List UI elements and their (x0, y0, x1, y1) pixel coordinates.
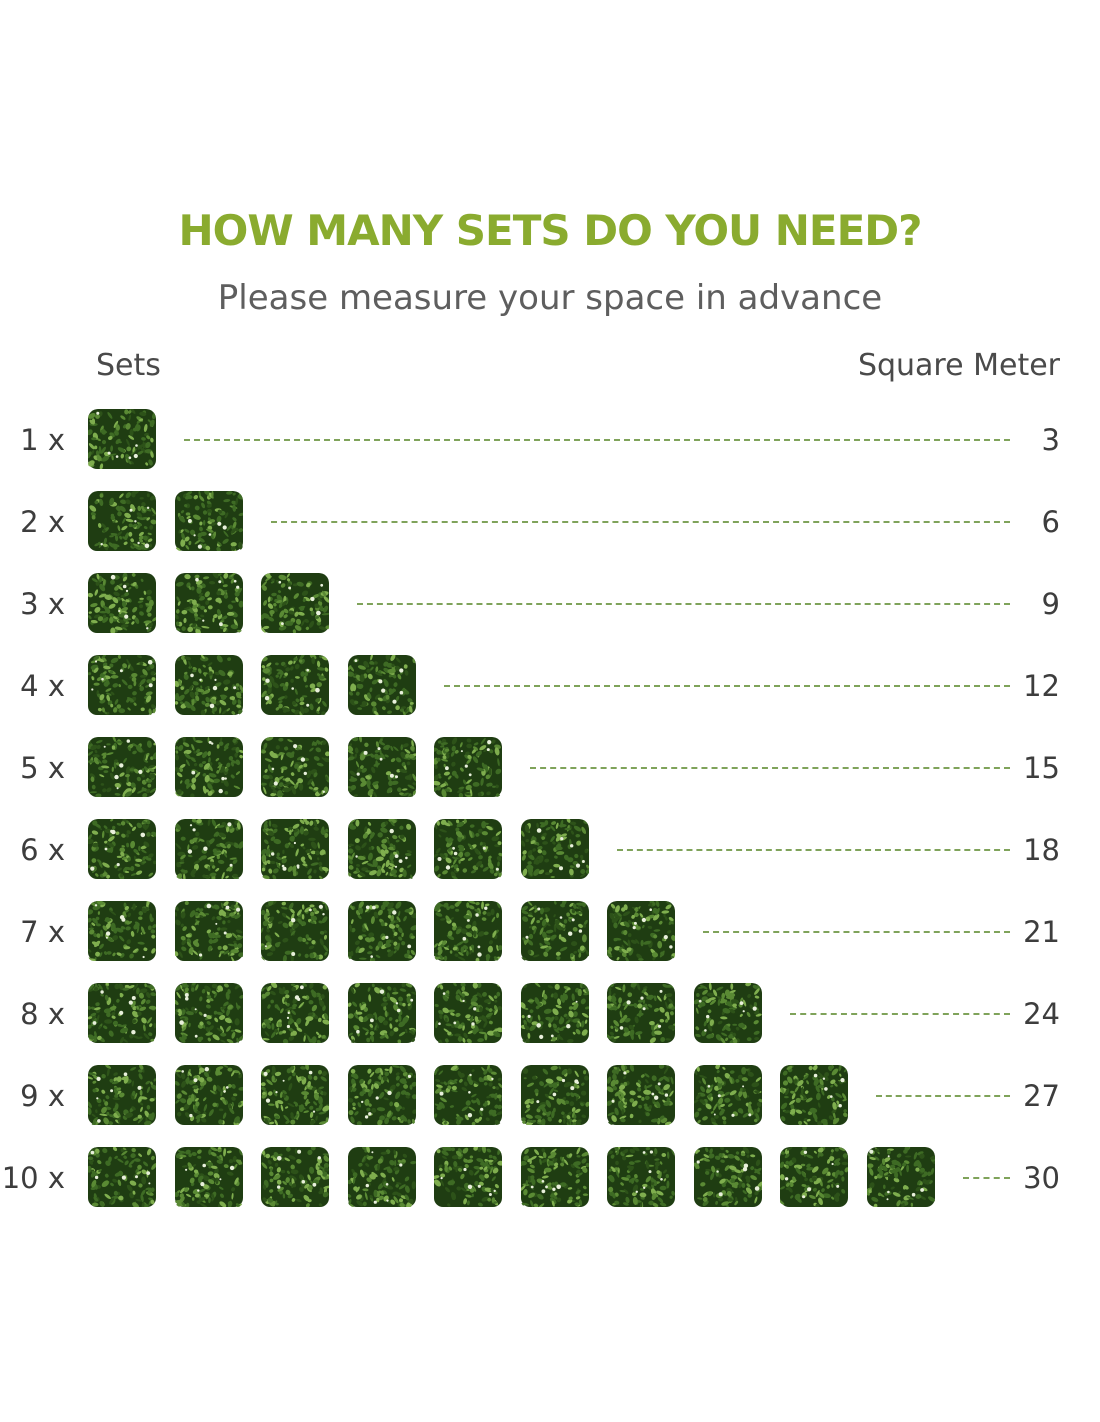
sets-column-header: Sets (96, 348, 161, 383)
square-meter-value: 24 (1023, 997, 1060, 1031)
dashed-guide-line (443, 685, 1010, 687)
dashed-guide-line (962, 1177, 1010, 1179)
sets-row: 5 x 15 (0, 737, 1100, 799)
boxwood-hedge-panel-icon (607, 901, 675, 961)
boxwood-hedge-panel-icon (88, 737, 156, 797)
sets-row: 7 x 21 (0, 901, 1100, 963)
boxwood-hedge-panel-icon (88, 655, 156, 715)
boxwood-hedge-panel-icon (434, 1065, 502, 1125)
boxwood-hedge-panel-icon (607, 1147, 675, 1207)
boxwood-hedge-panel-icon (174, 491, 243, 551)
boxwood-hedge-panel-icon (607, 983, 675, 1043)
sets-row: 8 x 24 (0, 983, 1100, 1045)
boxwood-hedge-panel-icon (693, 1065, 762, 1125)
boxwood-hedge-panel-icon (88, 1065, 156, 1125)
dashed-guide-line (876, 1095, 1010, 1097)
boxwood-hedge-panel-icon (434, 901, 502, 961)
sets-count-label: 7 x (20, 915, 65, 949)
boxwood-hedge-panel-icon (434, 1147, 502, 1207)
square-meter-value: 9 (1041, 587, 1060, 621)
dashed-guide-line (184, 439, 1010, 441)
boxwood-hedge-panel-icon (693, 1147, 762, 1207)
sets-count-label: 9 x (20, 1079, 65, 1113)
sets-row: 4 x 12 (0, 655, 1100, 717)
sets-count-label: 6 x (20, 833, 65, 867)
boxwood-hedge-panel-icon (88, 983, 156, 1043)
sets-count-label: 5 x (20, 751, 65, 785)
boxwood-hedge-panel-icon (693, 983, 762, 1043)
dashed-guide-line (703, 931, 1010, 933)
boxwood-hedge-panel-icon (261, 983, 329, 1043)
sets-row: 1 x 3 (0, 409, 1100, 471)
dashed-guide-line (357, 603, 1010, 605)
square-meter-value: 3 (1041, 423, 1060, 457)
boxwood-hedge-panel-icon (261, 655, 329, 715)
boxwood-hedge-panel-icon (434, 737, 502, 797)
square-meter-value: 12 (1023, 669, 1060, 703)
sets-count-label: 2 x (20, 505, 65, 539)
boxwood-hedge-panel-icon (520, 1065, 589, 1125)
sets-row: 10 x 30 (0, 1147, 1100, 1209)
dashed-guide-line (270, 521, 1010, 523)
boxwood-hedge-panel-icon (434, 983, 502, 1043)
boxwood-hedge-panel-icon (520, 983, 589, 1043)
boxwood-hedge-panel-icon (347, 1065, 416, 1125)
square-meter-column-header: Square Meter (857, 348, 1060, 383)
boxwood-hedge-panel-icon (88, 491, 156, 551)
boxwood-hedge-panel-icon (174, 901, 243, 961)
boxwood-hedge-panel-icon (88, 901, 156, 961)
sets-row: 2 x 6 (0, 491, 1100, 553)
boxwood-hedge-panel-icon (347, 901, 416, 961)
square-meter-value: 30 (1023, 1161, 1060, 1195)
boxwood-hedge-panel-icon (88, 409, 156, 469)
boxwood-hedge-panel-icon (261, 1147, 329, 1207)
boxwood-hedge-panel-icon (174, 737, 243, 797)
dashed-guide-line (789, 1013, 1010, 1015)
dashed-guide-line (616, 849, 1010, 851)
boxwood-hedge-panel-icon (347, 737, 416, 797)
dashed-guide-line (530, 767, 1010, 769)
boxwood-hedge-panel-icon (347, 1147, 416, 1207)
sets-count-label: 4 x (20, 669, 65, 703)
boxwood-hedge-panel-icon (520, 1147, 589, 1207)
boxwood-hedge-panel-icon (261, 901, 329, 961)
square-meter-value: 18 (1023, 833, 1060, 867)
boxwood-hedge-panel-icon (347, 983, 416, 1043)
boxwood-hedge-panel-icon (174, 573, 243, 633)
page-subtitle: Please measure your space in advance (217, 278, 883, 318)
boxwood-hedge-panel-icon (866, 1147, 935, 1207)
sets-count-label: 1 x (20, 423, 65, 457)
square-meter-value: 21 (1023, 915, 1060, 949)
boxwood-hedge-panel-icon (261, 737, 329, 797)
page-title: HOW MANY SETS DO YOU NEED? (178, 206, 922, 255)
boxwood-hedge-panel-icon (174, 655, 243, 715)
boxwood-hedge-panel-icon (520, 901, 589, 961)
boxwood-hedge-panel-icon (780, 1147, 848, 1207)
boxwood-hedge-panel-icon (261, 1065, 329, 1125)
boxwood-hedge-panel-icon (607, 1065, 675, 1125)
sets-row: 6 x 18 (0, 819, 1100, 881)
boxwood-hedge-panel-icon (174, 1147, 243, 1207)
boxwood-hedge-panel-icon (347, 655, 416, 715)
boxwood-hedge-panel-icon (434, 819, 502, 879)
square-meter-value: 15 (1023, 751, 1060, 785)
boxwood-hedge-panel-icon (174, 1065, 243, 1125)
square-meter-value: 27 (1023, 1079, 1060, 1113)
sets-count-label: 3 x (20, 587, 65, 621)
boxwood-hedge-panel-icon (347, 819, 416, 879)
boxwood-hedge-panel-icon (520, 819, 589, 879)
boxwood-hedge-panel-icon (88, 819, 156, 879)
sets-count-label: 8 x (20, 997, 65, 1031)
sets-row: 9 x 27 (0, 1065, 1100, 1127)
boxwood-hedge-panel-icon (174, 983, 243, 1043)
boxwood-hedge-panel-icon (780, 1065, 848, 1125)
square-meter-value: 6 (1041, 505, 1060, 539)
sets-row: 3 x 9 (0, 573, 1100, 635)
boxwood-hedge-panel-icon (261, 819, 329, 879)
boxwood-hedge-panel-icon (88, 573, 156, 633)
boxwood-hedge-panel-icon (88, 1147, 156, 1207)
boxwood-hedge-panel-icon (261, 573, 329, 633)
sets-count-label: 10 x (1, 1161, 65, 1195)
boxwood-hedge-panel-icon (174, 819, 243, 879)
